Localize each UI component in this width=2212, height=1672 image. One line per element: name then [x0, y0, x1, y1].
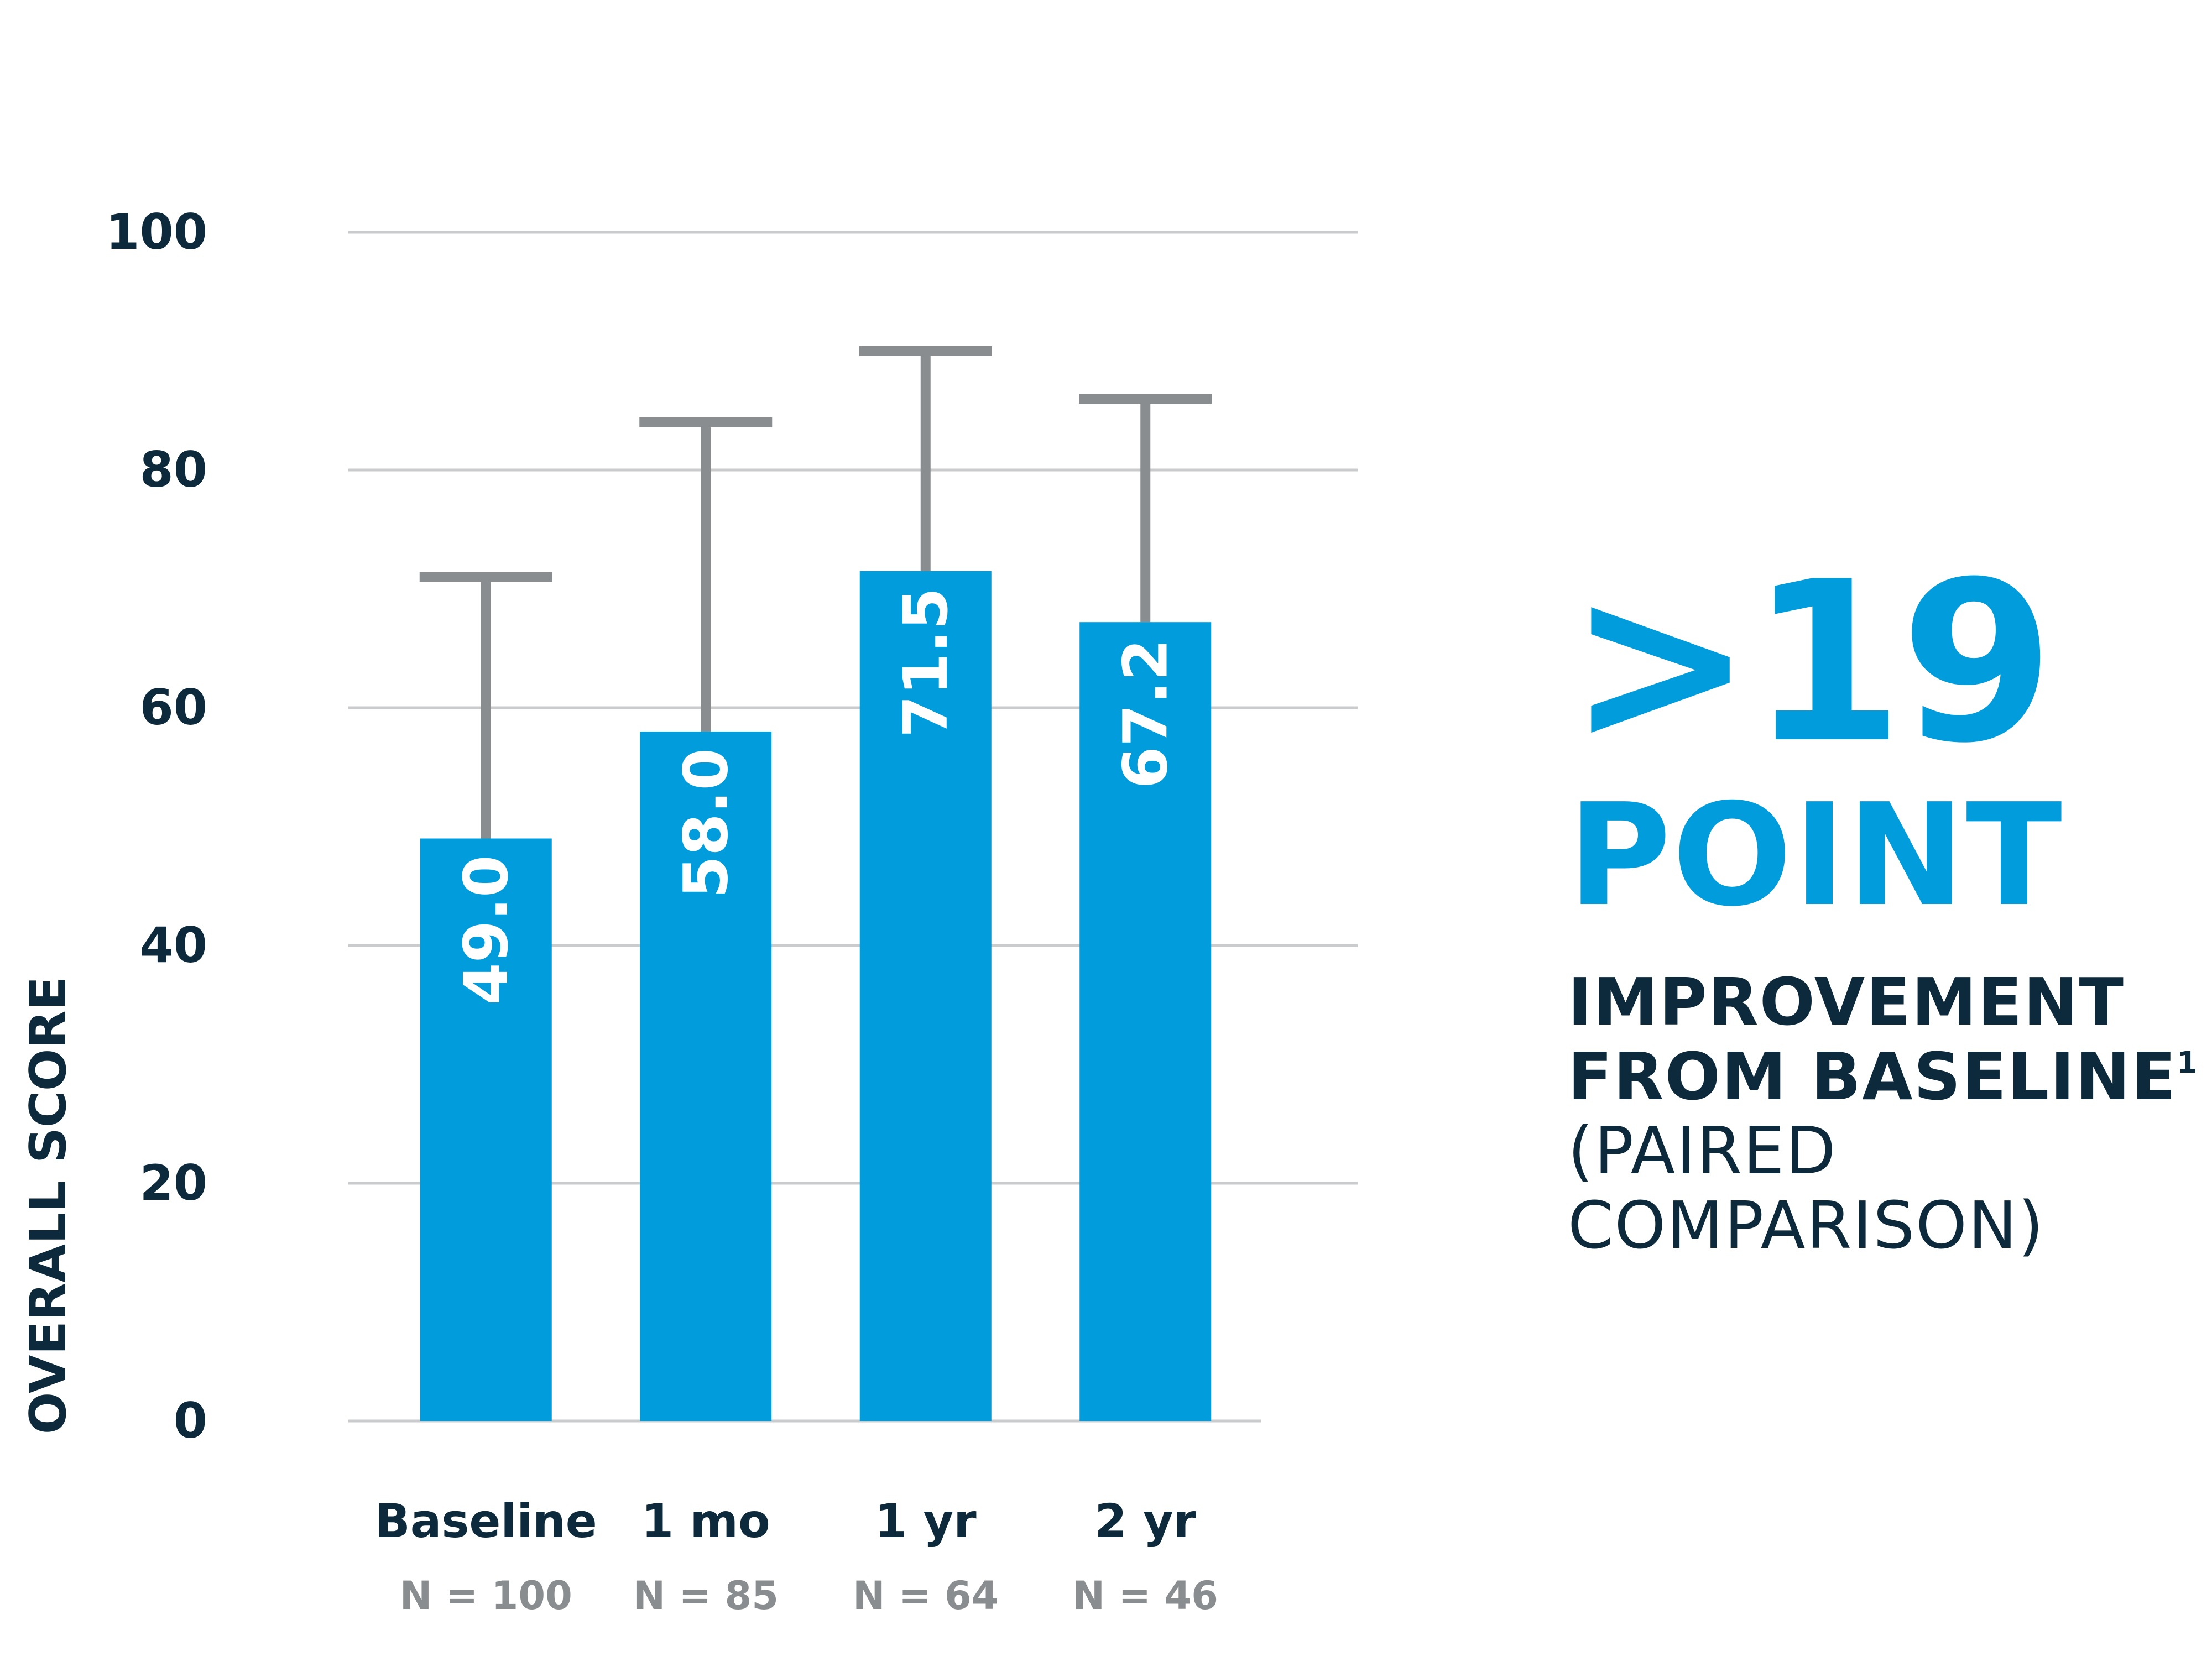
callout-line-paired: (PAIRED [1568, 1112, 1837, 1189]
callout-number: >19 [1568, 535, 2054, 792]
x-category-label: Baseline [375, 1494, 597, 1548]
x-category-label: 1 mo [641, 1494, 770, 1548]
callout-line-comparison: COMPARISON) [1568, 1187, 2045, 1263]
footnote-marker: 1 [2177, 1045, 2199, 1080]
y-tick-label: 60 [140, 679, 207, 736]
sample-size-label: N = 85 [633, 1573, 779, 1618]
bars: 49.0 58.0 71.5 67.2 [420, 571, 1212, 1421]
y-tick-label: 0 [174, 1392, 207, 1449]
y-axis-title: OVERALL SCORE [19, 976, 77, 1434]
bar-value-label: 49.0 [451, 855, 521, 1005]
y-tick-label: 40 [140, 917, 207, 974]
sample-size-label: N = 64 [853, 1573, 998, 1618]
y-tick-label: 100 [106, 203, 207, 260]
bar-value-label: 67.2 [1110, 639, 1181, 788]
y-tick-label: 80 [140, 441, 207, 498]
sample-size-label: N = 100 [400, 1573, 572, 1618]
callout-line-from-baseline: FROM BASELINE1 [1568, 1039, 2204, 1114]
bar-0 [420, 838, 552, 1421]
error-bars [419, 346, 1212, 839]
bar-3 [1079, 622, 1212, 1421]
bar-1 [640, 732, 772, 1421]
bar-2 [859, 571, 992, 1421]
callout-line-improvement: IMPROVEMENT [1568, 964, 2125, 1040]
y-tick-labels: 0 20 40 60 80 100 [106, 203, 207, 1449]
x-category-label: 1 yr [875, 1494, 977, 1548]
improvement-callout: >19 POINT IMPROVEMENT FROM BASELINE1 (PA… [1568, 553, 2204, 1262]
callout-line-from-baseline-text: FROM BASELINE [1568, 1038, 2177, 1115]
bar-value-label: 58.0 [670, 748, 741, 898]
bar-value-label: 71.5 [890, 588, 961, 738]
y-tick-label: 20 [140, 1154, 207, 1211]
callout-word: POINT [1568, 774, 2063, 938]
x-category-labels: Baseline N = 100 1 mo N = 85 1 yr N = 64 2 yr N… [375, 1494, 1218, 1618]
x-category-label: 2 yr [1094, 1494, 1196, 1548]
sample-size-label: N = 46 [1073, 1573, 1218, 1618]
